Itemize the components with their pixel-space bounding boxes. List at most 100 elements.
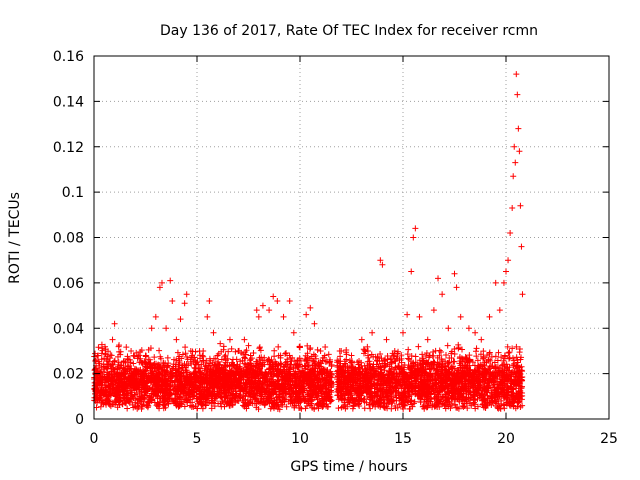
data-point xyxy=(317,378,324,385)
data-point xyxy=(339,385,346,392)
data-point xyxy=(470,392,477,399)
data-point xyxy=(439,393,446,400)
data-point xyxy=(429,400,436,407)
data-point xyxy=(344,373,351,380)
data-point xyxy=(286,352,293,359)
data-point xyxy=(256,357,263,364)
data-point xyxy=(431,391,438,398)
data-point xyxy=(359,383,366,390)
data-point xyxy=(138,374,145,381)
data-point xyxy=(341,372,348,379)
data-point xyxy=(344,381,351,388)
data-point xyxy=(392,405,399,412)
data-point xyxy=(255,377,262,384)
data-point xyxy=(253,404,260,411)
data-point xyxy=(496,365,503,372)
data-point xyxy=(491,384,498,391)
data-point xyxy=(203,396,210,403)
data-point xyxy=(180,373,187,380)
data-point xyxy=(97,403,104,410)
data-point xyxy=(315,385,322,392)
data-point xyxy=(156,347,163,354)
data-point xyxy=(130,352,137,359)
data-point xyxy=(275,343,282,350)
data-point xyxy=(475,390,482,397)
data-point xyxy=(127,359,134,366)
data-point xyxy=(448,402,455,409)
data-point xyxy=(384,352,391,359)
data-point xyxy=(406,405,413,412)
data-point xyxy=(479,401,486,408)
data-point xyxy=(412,371,419,378)
data-point xyxy=(217,340,224,347)
data-point xyxy=(289,395,296,402)
data-point xyxy=(421,370,428,377)
data-point xyxy=(445,368,452,375)
data-point xyxy=(208,395,215,402)
data-point xyxy=(406,356,413,363)
data-point xyxy=(446,359,453,366)
data-point xyxy=(400,376,407,383)
data-point xyxy=(232,348,239,355)
data-point xyxy=(347,385,354,392)
data-point xyxy=(392,358,399,365)
data-point xyxy=(221,403,228,410)
data-point xyxy=(512,365,519,372)
data-point xyxy=(119,400,126,407)
data-point xyxy=(111,366,118,373)
data-point xyxy=(397,381,404,388)
data-point xyxy=(116,387,123,394)
data-point xyxy=(156,362,163,369)
data-point xyxy=(273,401,280,408)
data-point xyxy=(480,355,487,362)
data-point xyxy=(265,385,272,392)
data-point xyxy=(127,377,134,384)
data-point xyxy=(312,352,319,359)
data-point xyxy=(500,357,507,364)
data-point xyxy=(120,383,127,390)
data-point xyxy=(458,390,465,397)
data-point xyxy=(516,349,523,356)
data-point xyxy=(514,403,521,410)
data-point xyxy=(358,359,365,366)
data-point xyxy=(299,377,306,384)
data-point xyxy=(338,396,345,403)
data-point xyxy=(506,349,513,356)
data-point xyxy=(99,347,106,354)
data-point xyxy=(501,374,508,381)
data-point xyxy=(377,350,384,357)
data-point xyxy=(301,362,308,369)
data-point xyxy=(338,388,345,395)
data-point xyxy=(136,379,143,386)
data-point xyxy=(108,374,115,381)
data-point xyxy=(283,403,290,410)
data-point xyxy=(228,402,235,409)
data-point xyxy=(448,390,455,396)
data-point xyxy=(325,351,332,358)
data-point xyxy=(213,373,220,380)
data-point xyxy=(450,392,457,399)
data-point xyxy=(480,354,487,361)
data-point xyxy=(309,366,316,373)
data-point xyxy=(379,388,386,395)
data-point xyxy=(348,375,355,382)
data-point xyxy=(264,398,271,405)
data-point xyxy=(108,365,115,372)
data-point xyxy=(294,363,301,370)
data-point xyxy=(434,372,441,379)
data-point xyxy=(100,368,107,375)
data-point xyxy=(515,373,522,380)
data-point xyxy=(218,348,225,355)
data-point xyxy=(307,374,314,381)
data-point xyxy=(107,403,114,410)
data-point xyxy=(297,372,304,379)
data-point xyxy=(206,399,213,406)
data-point xyxy=(247,391,254,398)
data-point xyxy=(164,398,171,405)
data-point xyxy=(95,344,102,351)
data-point xyxy=(434,403,441,410)
data-point xyxy=(242,355,249,362)
data-point xyxy=(280,364,287,371)
data-point xyxy=(377,403,384,410)
data-point xyxy=(471,362,478,369)
